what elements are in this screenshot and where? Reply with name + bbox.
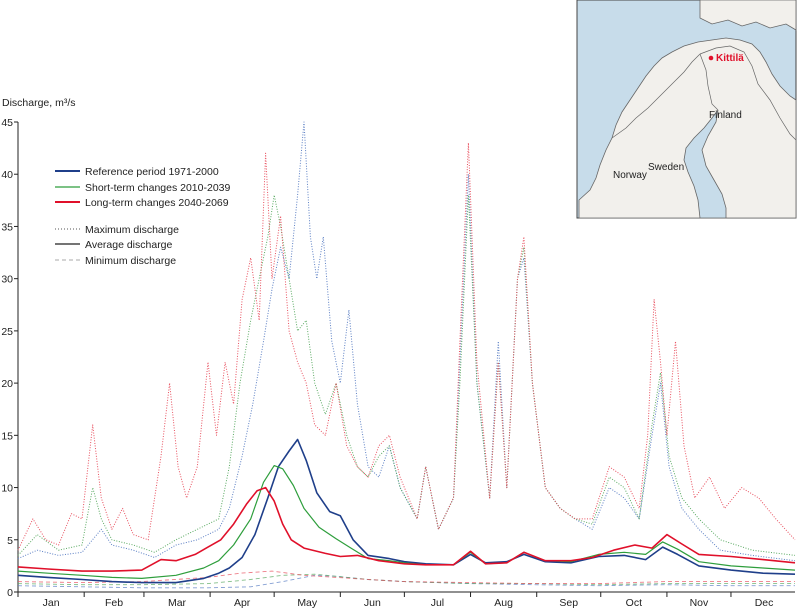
x-tick-label-may: May — [297, 597, 318, 609]
y-ticks: 0 5 10 15 20 25 30 35 40 45 — [1, 117, 18, 599]
legend-label-reference: Reference period 1971-2000 — [85, 166, 219, 178]
series-line-long-term-maximum — [17, 142, 796, 551]
y-tick-label: 20 — [1, 378, 13, 390]
legend-label-minimum: Minimum discharge — [85, 255, 176, 267]
series-line-reference-average — [17, 438, 796, 584]
x-tick-label-nov: Nov — [690, 597, 709, 609]
map-border-norway-sweden — [611, 53, 701, 139]
series-line-short-term-average — [17, 465, 796, 580]
y-tick-label: 15 — [1, 430, 13, 442]
map-label-sweden: Sweden — [648, 162, 684, 173]
y-tick-label: 5 — [7, 535, 13, 547]
map-label-finland: Finland — [709, 110, 742, 121]
map-land-scandinavia — [578, 37, 797, 219]
y-axis-label: Discharge, m³/s — [2, 97, 76, 109]
series-group — [17, 121, 796, 589]
series-line-long-term-average — [17, 486, 796, 572]
y-tick-label: 35 — [1, 221, 13, 233]
x-tick-label-dec: Dec — [755, 597, 774, 609]
x-tick-label-sep: Sep — [559, 597, 578, 609]
y-tick-label: 40 — [1, 169, 13, 181]
legend-label-long-term: Long-term changes 2040-2069 — [85, 197, 229, 209]
inset-map: Kittilä Finland Sweden Norway — [576, 0, 797, 219]
x-tick-label-mar: Mar — [168, 597, 187, 609]
series-line-reference-minimum — [17, 574, 795, 589]
x-tick-label-aug: Aug — [494, 597, 513, 609]
y-tick-label: 25 — [1, 326, 13, 338]
legend-label-average: Average discharge — [85, 239, 173, 251]
y-tick-label: 30 — [1, 274, 13, 286]
legend-label-short-term: Short-term changes 2010-2039 — [85, 182, 230, 194]
y-tick-label: 0 — [7, 587, 13, 599]
legend: Reference period 1971-2000 Short-term ch… — [55, 166, 230, 267]
map-label-kittila: Kittilä — [716, 53, 744, 64]
x-tick-label-jan: Jan — [43, 597, 60, 609]
map-arctic-coast — [699, 0, 797, 31]
series-line-short-term-maximum — [17, 194, 796, 556]
x-tick-label-oct: Oct — [626, 597, 642, 609]
kittila-marker — [708, 55, 714, 61]
map-border-finland-east — [699, 45, 797, 141]
x-tick-label-jul: Jul — [431, 597, 444, 609]
series-line-long-term-minimum — [17, 570, 795, 585]
y-tick-label: 10 — [1, 483, 13, 495]
map-border-sweden-finland — [699, 53, 719, 111]
map-label-norway: Norway — [613, 170, 647, 181]
x-tick-label-feb: Feb — [105, 597, 123, 609]
x-tick-label-apr: Apr — [234, 597, 251, 609]
legend-label-maximum: Maximum discharge — [85, 224, 179, 236]
series-line-short-term-minimum — [17, 573, 795, 586]
x-tick-label-jun: Jun — [364, 597, 381, 609]
x-ticks: Jan Feb Mar Apr May Jun Jul Aug Sep Oct Nov Dec — [17, 592, 774, 609]
y-tick-label: 45 — [1, 117, 13, 129]
